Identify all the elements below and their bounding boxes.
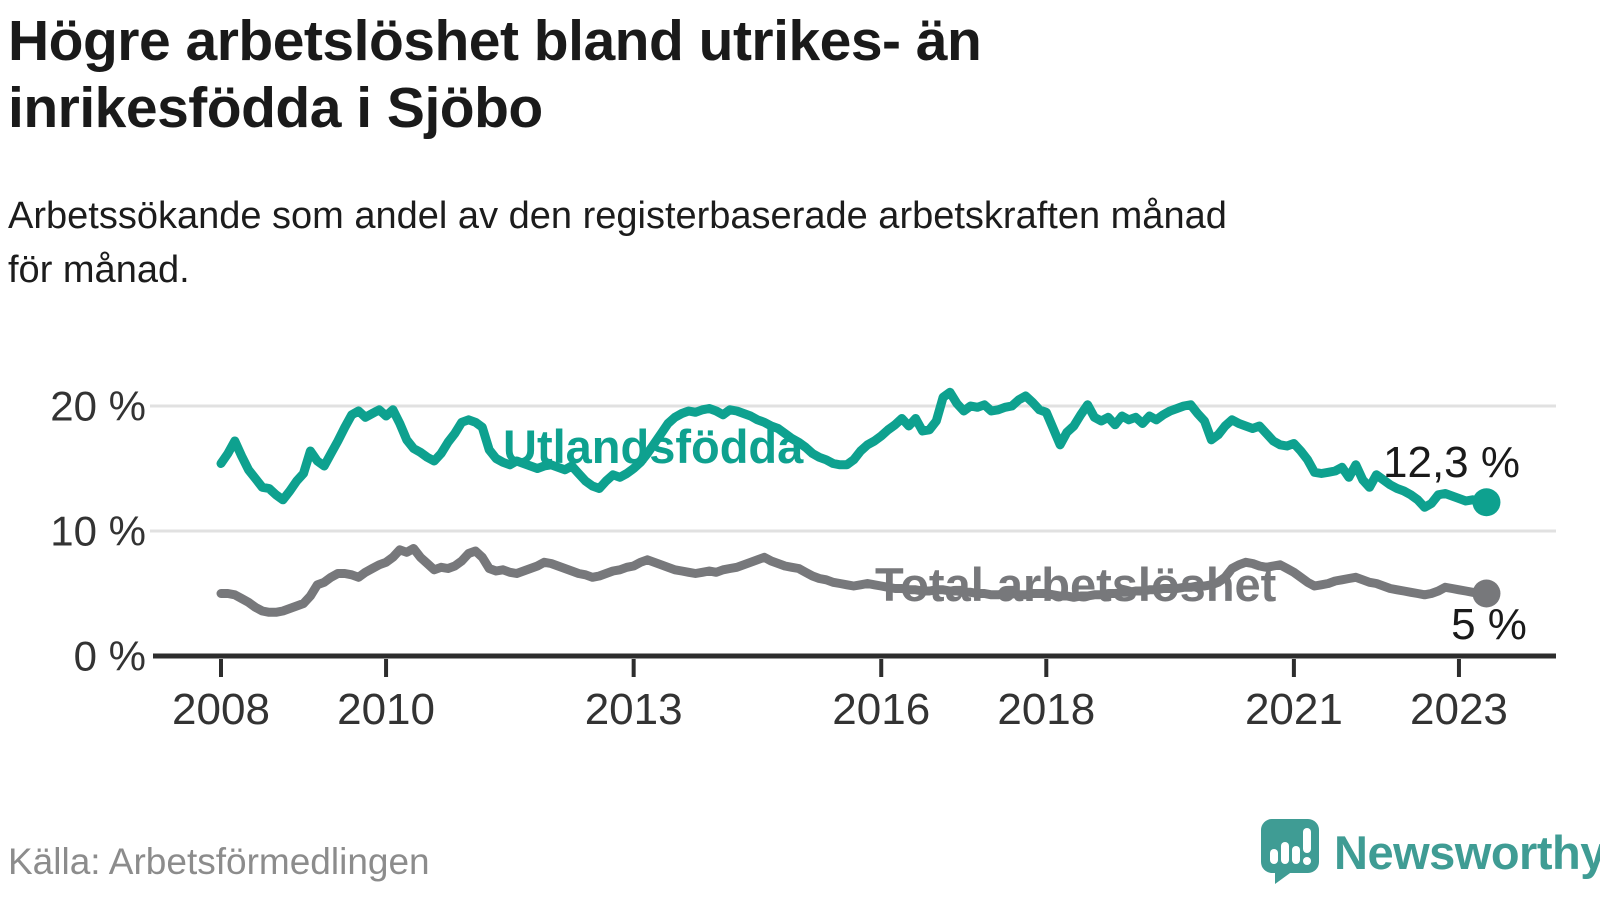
- newsworthy-wordmark: Newsworthy: [1334, 825, 1600, 879]
- y-tick-label-20: 20 %: [50, 383, 146, 430]
- page-title-line-1: Högre arbetslöshet bland utrikes- än: [8, 9, 982, 73]
- series-end-value-label-utlandsf-dda: 12,3 %: [1383, 438, 1520, 487]
- series-line-utlandsf-dda: [216, 387, 1491, 512]
- newsworthy-logo-icon: [1261, 819, 1319, 884]
- x-tick-label-2023: 2023: [1410, 685, 1508, 734]
- series-end-dot-total-arbetsl-shet: [1472, 579, 1501, 608]
- x-tick-label-2013: 2013: [585, 685, 683, 734]
- page-title: Högre arbetslöshet bland utrikes- än inr…: [8, 8, 1568, 143]
- x-tick-label-2008: 2008: [172, 685, 270, 734]
- series-name-label-utlandsf-dda: Utlandsfödda: [503, 420, 804, 473]
- x-tick-label-2021: 2021: [1245, 685, 1343, 734]
- y-tick-label-10: 10 %: [50, 508, 146, 555]
- chart-subtitle-line-1: Arbetssökande som andel av den registerb…: [8, 195, 1227, 237]
- series-end-value-label-total-arbetsl-shet: 5 %: [1451, 600, 1527, 649]
- x-tick-label-2018: 2018: [997, 685, 1095, 734]
- series-name-label-total-arbetsl-shet: Total arbetslöshet: [875, 558, 1277, 611]
- series-line-total-arbetsl-shet: [216, 544, 1491, 617]
- chart-subtitle: Arbetssökande som andel av den registerb…: [8, 190, 1568, 298]
- series-end-dot-utlandsf-dda: [1472, 488, 1501, 517]
- x-tick-label-2010: 2010: [337, 685, 435, 734]
- source-note: Källa: Arbetsförmedlingen: [8, 841, 430, 882]
- page-title-line-2: inrikesfödda i Sjöbo: [8, 76, 543, 141]
- x-tick-label-2016: 2016: [832, 685, 930, 734]
- chart-subtitle-line-2: för månad.: [8, 248, 190, 291]
- y-tick-label-0: 0 %: [74, 633, 146, 680]
- newsworthy-brand: Newsworthy: [1260, 818, 1600, 886]
